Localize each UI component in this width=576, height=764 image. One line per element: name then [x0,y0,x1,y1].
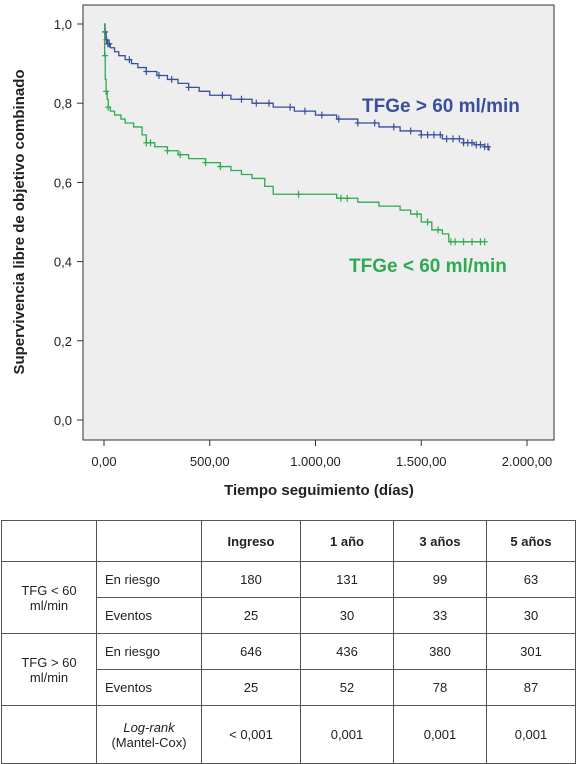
survival-chart: 0,00 500,00 1.000,00 1.500,00 2.000,00 0,0 0,2… [11,4,555,499]
header-cell: 1 año [300,520,394,562]
table-cell: 99 [393,561,487,598]
table-cell: 33 [393,597,487,634]
table-cell: 180 [201,561,301,598]
logrank-row: Log-rank (Mantel-Cox) < 0,001 0,001 0,00… [1,705,576,764]
group-label-high: TFG > 60 ml/min [1,633,97,706]
table-cell: 0,001 [300,705,394,764]
table-row: Eventos 25 52 78 87 [2,669,576,706]
table-cell: 301 [486,633,576,670]
logrank-label: Log-rank (Mantel-Cox) [96,705,202,764]
header-cell [96,520,202,562]
table-cell: < 0,001 [201,705,301,764]
header-cell: 5 años [486,520,576,562]
y-axis-title: Supervivencia libre de objetivo combinad… [11,69,28,374]
series-label-low: TFGe < 60 ml/min [349,256,507,277]
table-cell: 0,001 [393,705,487,764]
x-tick-label: 0,00 [91,454,116,469]
group-label-low: TFG < 60 ml/min [1,561,97,634]
table-row: Eventos 25 30 33 30 [2,597,576,634]
table-cell: 30 [300,597,394,634]
axes: 0,00 500,00 1.000,00 1.500,00 2.000,00 0,0 0,2… [54,17,552,469]
x-tick-label: 2.000,00 [502,454,553,469]
header-cell: Ingreso [201,520,301,562]
table-row: TFG > 60 ml/min En riesgo 646 436 380 30… [1,633,576,706]
table-row: TFG < 60 ml/min En riesgo 180 131 99 63 [1,561,576,634]
series-label-high: TFGe > 60 ml/min [362,96,520,117]
table-cell: 63 [486,561,576,598]
row-label: Eventos [96,669,202,706]
x-tick-label: 1.000,00 [290,454,341,469]
x-axis-title: Tiempo seguimiento (días) [224,482,414,499]
logrank-label-normal: (Mantel-Cox) [111,734,187,750]
y-tick-label: 0,0 [54,413,72,428]
table-cell: 78 [393,669,487,706]
table-header-row: Ingreso 1 año 3 años 5 años [1,520,576,562]
table-cell: 52 [300,669,394,706]
x-tick-label: 1.500,00 [396,454,447,469]
row-label: En riesgo [96,633,202,670]
table-cell: 131 [300,561,394,598]
header-cell: 3 años [393,520,487,562]
table-cell: 380 [393,633,487,670]
y-tick-label: 0,2 [54,334,72,349]
series-layer [102,23,491,246]
table-cell: 436 [300,633,394,670]
table-cell: 30 [486,597,576,634]
y-tick-label: 0,8 [54,96,72,111]
row-label: Eventos [96,597,202,634]
table-cell: 25 [201,669,301,706]
table-cell: 87 [486,669,576,706]
header-cell [1,520,97,562]
table-cell: 646 [201,633,301,670]
table-cell: 25 [201,597,301,634]
table-cell: 0,001 [486,705,576,764]
y-tick-label: 0,4 [54,255,72,270]
empty-cell [1,705,97,764]
plot-area [82,4,555,441]
y-tick-label: 1,0 [54,17,72,32]
risk-table: Ingreso 1 año 3 años 5 años TFG < 60 ml/… [1,520,576,764]
x-tick-label: 500,00 [190,454,230,469]
logrank-label-italic: Log-rank [123,719,175,735]
row-label: En riesgo [96,561,202,598]
y-tick-label: 0,6 [54,175,72,190]
